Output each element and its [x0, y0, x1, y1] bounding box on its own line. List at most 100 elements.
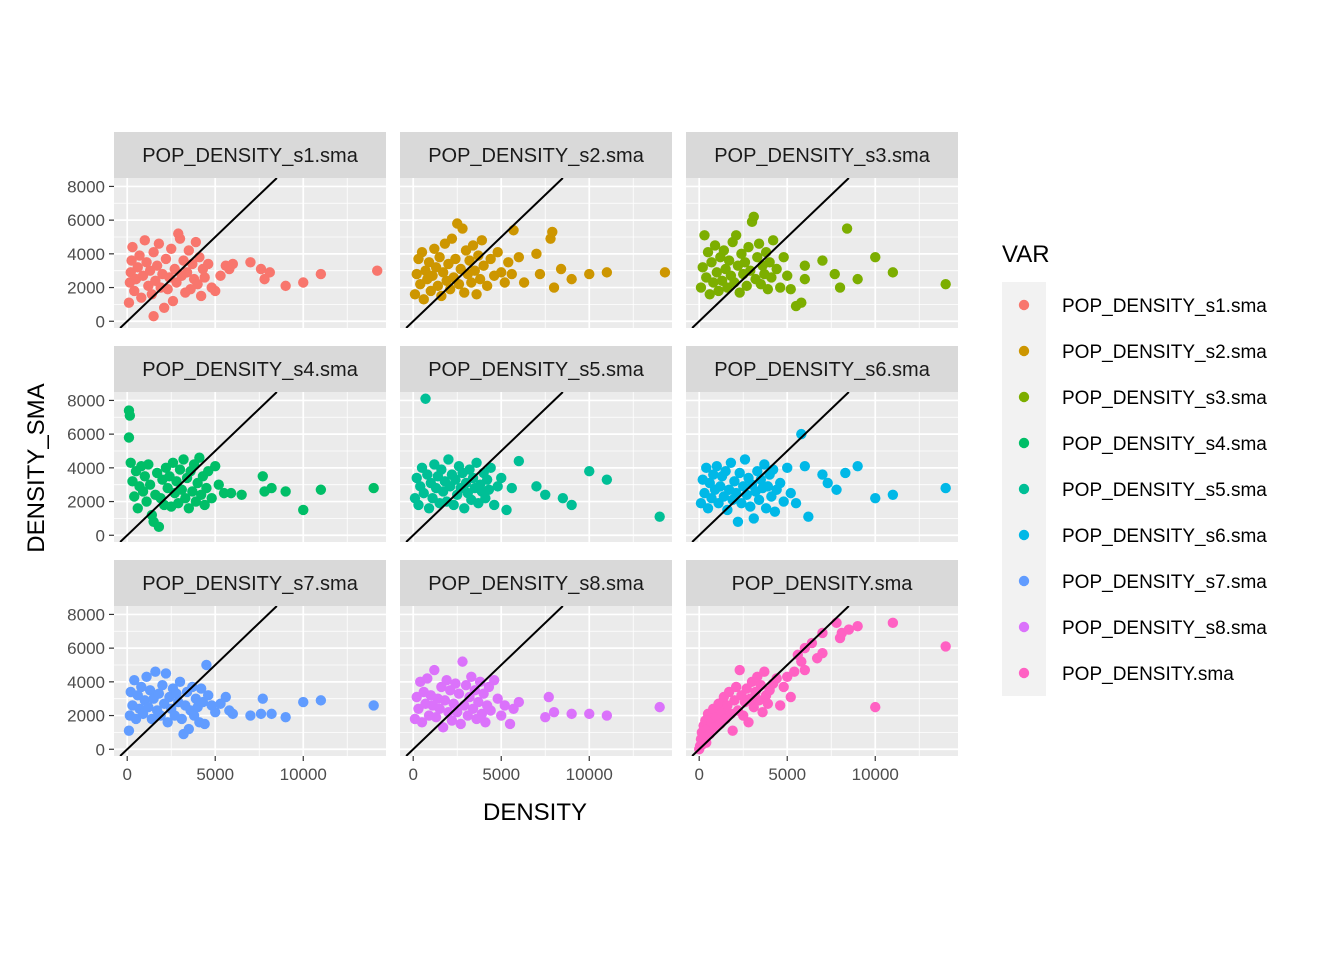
legend-title: VAR	[1002, 241, 1050, 268]
data-point	[852, 460, 863, 472]
data-point	[467, 240, 479, 251]
data-point	[799, 460, 811, 472]
data-point	[280, 712, 291, 723]
data-point	[695, 282, 707, 293]
data-point	[730, 230, 742, 241]
data-point	[448, 698, 459, 709]
data-point	[162, 717, 173, 728]
data-point	[315, 695, 327, 706]
facet-strip-label: POP_DENSITY_s5.sma	[428, 359, 645, 381]
data-point	[227, 708, 239, 720]
points	[695, 211, 951, 312]
data-point	[708, 469, 719, 480]
data-point	[437, 267, 449, 278]
data-point	[887, 267, 899, 278]
y-tick-label: 4000	[67, 245, 105, 264]
data-point	[155, 710, 166, 721]
data-point	[127, 241, 138, 253]
data-point	[704, 289, 715, 300]
data-point	[817, 255, 828, 266]
reference-line	[691, 392, 850, 542]
data-point	[483, 484, 495, 495]
data-point	[485, 705, 496, 716]
facet-strip-label: POP_DENSITY_s6.sma	[714, 359, 931, 381]
data-point	[183, 723, 195, 735]
x-tick-label: 10000	[852, 765, 899, 784]
data-point	[202, 690, 214, 701]
data-point	[171, 476, 182, 487]
data-point	[123, 297, 135, 308]
data-point	[887, 489, 899, 501]
reference-line	[119, 178, 278, 328]
facet-panel: POP_DENSITY_s1.sma 0 2000 4000 6000 8000	[67, 132, 386, 331]
data-point	[771, 673, 782, 684]
data-point	[245, 710, 256, 721]
data-point	[755, 680, 767, 691]
data-point	[736, 248, 747, 260]
data-point	[190, 236, 202, 248]
data-point	[245, 257, 256, 268]
x-tick-label: 10000	[566, 765, 613, 784]
data-point	[496, 472, 507, 484]
points	[694, 617, 951, 755]
data-point	[169, 263, 180, 275]
data-point	[176, 713, 187, 725]
data-point	[206, 492, 217, 504]
data-point	[466, 671, 477, 682]
data-point	[143, 459, 154, 470]
legend-key	[1018, 299, 1030, 311]
data-point	[548, 706, 560, 718]
data-point	[760, 503, 772, 514]
data-point	[492, 246, 503, 258]
data-point	[488, 674, 500, 686]
legend-key	[1018, 575, 1030, 587]
data-point	[730, 681, 742, 693]
data-point	[478, 260, 489, 271]
data-point	[766, 272, 777, 283]
data-point	[785, 284, 796, 295]
data-point	[732, 516, 744, 527]
data-point	[822, 477, 833, 489]
data-point	[759, 459, 770, 470]
data-point	[760, 246, 772, 258]
data-point	[453, 278, 465, 290]
data-point	[748, 211, 759, 222]
data-point	[496, 710, 507, 721]
x-tick-label: 0	[408, 765, 417, 784]
data-point	[437, 722, 449, 733]
data-point	[266, 482, 277, 494]
data-point	[171, 688, 182, 699]
data-point	[843, 624, 855, 635]
data-point	[422, 469, 433, 480]
data-point	[474, 273, 486, 285]
x-tick-label: 0	[122, 765, 131, 784]
data-point	[368, 700, 379, 711]
data-point	[713, 285, 724, 297]
facet-strip-label: POP_DENSITY_s1.sma	[142, 145, 359, 167]
data-point	[752, 466, 763, 477]
data-point	[485, 253, 496, 265]
data-point	[601, 474, 613, 485]
data-point	[160, 668, 172, 679]
data-point	[167, 457, 179, 468]
data-point	[469, 265, 481, 276]
data-point	[803, 511, 814, 522]
data-point	[418, 294, 429, 305]
legend-entry-label: POP_DENSITY_s2.sma	[1062, 342, 1267, 363]
y-tick-label: 2000	[67, 707, 105, 726]
data-point	[715, 481, 726, 492]
data-point	[227, 258, 239, 270]
data-point	[708, 277, 719, 288]
data-point	[126, 255, 137, 266]
data-point	[817, 647, 828, 659]
data-point	[139, 471, 151, 482]
data-point	[471, 457, 482, 468]
data-point	[748, 513, 759, 524]
data-point	[548, 282, 560, 293]
data-point	[416, 717, 428, 728]
facet-strip	[400, 346, 672, 392]
facet-panel: POP_DENSITY_s3.sma	[686, 132, 958, 328]
y-tick-label: 8000	[67, 605, 105, 624]
data-point	[584, 466, 595, 477]
data-point	[531, 481, 542, 492]
